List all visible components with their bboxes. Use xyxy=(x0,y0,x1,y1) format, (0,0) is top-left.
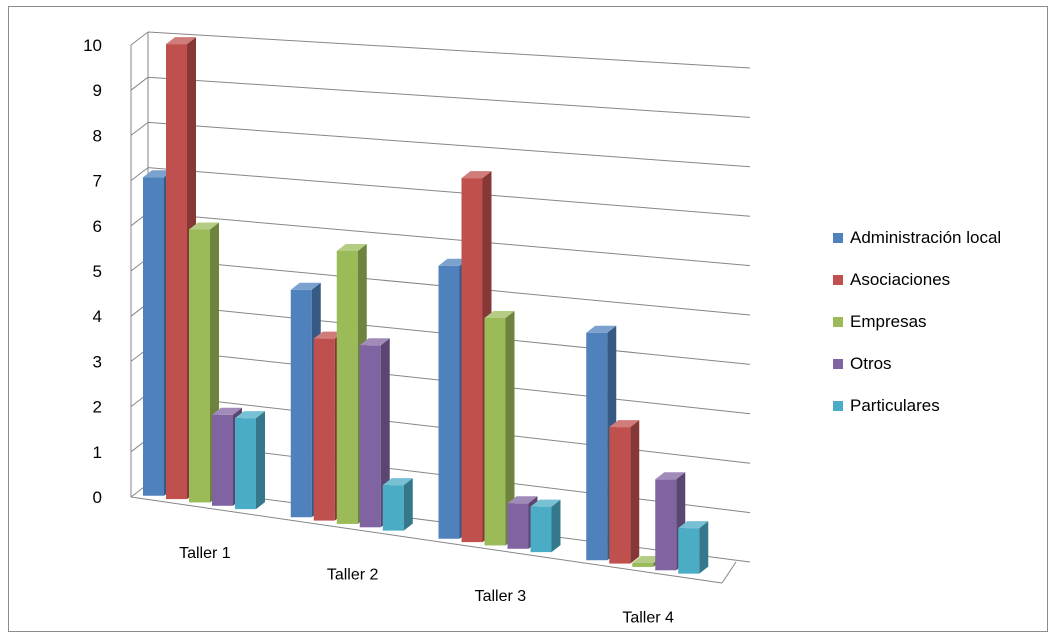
y-tick-label: 8 xyxy=(93,126,102,145)
x-tick-label: Taller 4 xyxy=(622,609,674,626)
bars xyxy=(143,37,709,574)
legend-label: Particulares xyxy=(850,396,940,415)
bar-top xyxy=(313,331,344,339)
bar-top xyxy=(359,338,390,346)
legend-label: Administración local xyxy=(850,228,1001,247)
bar xyxy=(678,521,709,574)
bar-front xyxy=(586,332,608,561)
x-tick-label: Taller 3 xyxy=(475,588,527,605)
bar-top xyxy=(609,420,640,428)
bar-side xyxy=(630,420,640,564)
bar-front xyxy=(678,528,700,574)
gridline xyxy=(147,121,751,168)
bar-top xyxy=(678,521,709,529)
legend-label: Empresas xyxy=(850,312,927,331)
bar-front xyxy=(359,345,381,528)
bar-top xyxy=(166,37,196,45)
bar-top xyxy=(382,478,413,486)
legend-item: Empresas xyxy=(833,312,927,331)
bar-front xyxy=(438,265,460,539)
legend-item: Asociaciones xyxy=(833,270,950,289)
bar xyxy=(235,411,265,510)
bar-side xyxy=(551,499,561,553)
legend-item: Particulares xyxy=(833,396,940,415)
bar-top xyxy=(235,411,265,419)
legend-swatch xyxy=(833,233,843,243)
legend-swatch xyxy=(833,317,843,327)
bar-top xyxy=(212,407,242,415)
bar-top xyxy=(655,472,686,480)
bar-front xyxy=(212,414,233,506)
x-axis-side-line xyxy=(721,561,737,584)
bar-front xyxy=(655,479,677,571)
bar-top xyxy=(143,170,173,178)
bar-top xyxy=(507,496,538,504)
bar-front xyxy=(507,503,529,549)
gridline xyxy=(147,76,751,118)
bar-top xyxy=(290,282,321,290)
x-axis-line xyxy=(130,496,723,584)
y-tick-label: 2 xyxy=(93,398,102,417)
bar xyxy=(382,478,413,531)
bar-side xyxy=(505,310,515,546)
bar-side xyxy=(380,338,390,528)
legend-label: Otros xyxy=(850,354,892,373)
y-tick-label: 0 xyxy=(93,488,102,507)
bar-front xyxy=(530,506,552,553)
bar-top xyxy=(530,499,561,507)
legend-swatch xyxy=(833,401,843,411)
axis-labels: 0 1 2 3 4 5 6 7 8 9 10 Taller 1 Taller 2 Taller 3 Tall… xyxy=(83,36,674,626)
bar-top xyxy=(336,243,367,251)
side-wall-line xyxy=(130,167,149,181)
bar-side xyxy=(256,411,265,510)
bar-front xyxy=(313,338,335,521)
bar-front xyxy=(235,418,256,510)
bar-top xyxy=(484,310,515,318)
y-tick-label: 7 xyxy=(93,172,102,191)
bar-front xyxy=(290,289,312,518)
y-tick-label: 6 xyxy=(93,217,102,236)
bar-top xyxy=(632,555,663,563)
bar-front xyxy=(461,178,483,543)
bar-front xyxy=(189,229,210,503)
bar xyxy=(484,310,515,546)
bar-side xyxy=(403,478,413,531)
legend-swatch xyxy=(833,359,843,369)
side-wall-line xyxy=(130,76,149,91)
y-tick-label: 4 xyxy=(93,307,102,326)
x-tick-label: Taller 1 xyxy=(179,545,231,562)
bar-front xyxy=(143,177,164,496)
legend-item: Administración local xyxy=(833,228,1001,247)
side-wall-line xyxy=(130,31,149,46)
legend: Administración local Asociaciones Empresas… xyxy=(833,228,1001,415)
legend-label: Asociaciones xyxy=(850,270,950,289)
bar-front xyxy=(632,562,654,567)
bar xyxy=(359,338,390,528)
gridline xyxy=(147,212,751,267)
bar-top xyxy=(586,325,617,333)
gridline xyxy=(147,167,751,217)
y-tick-label: 5 xyxy=(93,262,102,281)
bar-front xyxy=(609,427,631,564)
legend-swatch xyxy=(833,275,843,285)
bar-top xyxy=(189,222,219,230)
y-tick-label: 3 xyxy=(93,352,102,371)
y-tick-label: 10 xyxy=(83,36,102,55)
bar-side xyxy=(699,521,709,574)
y-tick-label: 1 xyxy=(93,443,102,462)
bar-front xyxy=(166,44,187,500)
gridline xyxy=(147,31,751,69)
bar-top xyxy=(461,171,492,179)
side-wall-line xyxy=(130,122,149,136)
bar-front xyxy=(382,485,404,531)
bar-front xyxy=(484,317,506,546)
x-tick-label: Taller 2 xyxy=(327,566,379,583)
y-tick-label: 9 xyxy=(93,81,102,100)
bar xyxy=(609,420,640,564)
bar-front xyxy=(336,250,358,524)
legend-item: Otros xyxy=(833,354,892,373)
bar-top xyxy=(438,258,469,266)
bar xyxy=(530,499,561,553)
